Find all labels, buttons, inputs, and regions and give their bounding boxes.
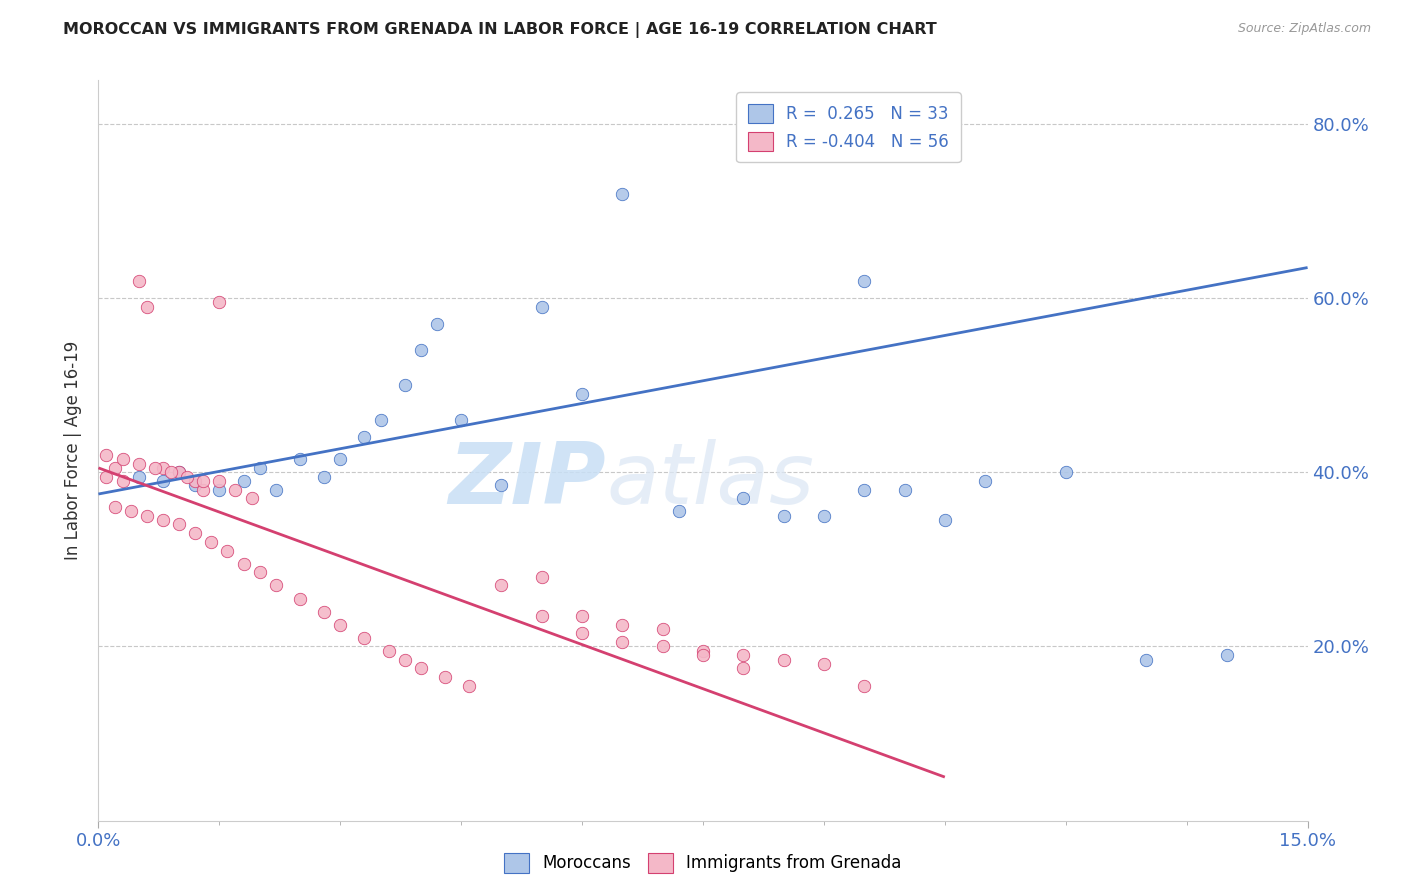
- Point: [409, 343, 432, 358]
- Point: [184, 478, 207, 492]
- Point: [370, 413, 392, 427]
- Point: [314, 469, 336, 483]
- Point: [612, 635, 634, 649]
- Point: [200, 535, 222, 549]
- Text: MOROCCAN VS IMMIGRANTS FROM GRENADA IN LABOR FORCE | AGE 16-19 CORRELATION CHART: MOROCCAN VS IMMIGRANTS FROM GRENADA IN L…: [63, 22, 936, 38]
- Point: [612, 186, 634, 201]
- Point: [377, 644, 399, 658]
- Point: [208, 295, 231, 310]
- Point: [184, 526, 207, 541]
- Point: [450, 413, 472, 427]
- Point: [733, 661, 755, 675]
- Point: [152, 474, 174, 488]
- Point: [288, 452, 311, 467]
- Point: [264, 483, 287, 497]
- Point: [571, 626, 593, 640]
- Point: [135, 508, 157, 523]
- Point: [240, 491, 263, 506]
- Point: [128, 274, 150, 288]
- Point: [167, 465, 190, 479]
- Point: [167, 465, 190, 479]
- Point: [103, 500, 125, 514]
- Point: [1216, 648, 1239, 662]
- Point: [208, 483, 231, 497]
- Point: [96, 469, 118, 483]
- Y-axis label: In Labor Force | Age 16-19: In Labor Force | Age 16-19: [65, 341, 83, 560]
- Text: ZIP: ZIP: [449, 439, 606, 522]
- Point: [893, 483, 915, 497]
- Point: [733, 648, 755, 662]
- Point: [853, 679, 876, 693]
- Point: [692, 648, 714, 662]
- Point: [571, 609, 593, 624]
- Point: [426, 317, 449, 331]
- Point: [160, 465, 183, 479]
- Point: [772, 652, 794, 666]
- Point: [853, 483, 876, 497]
- Point: [853, 274, 876, 288]
- Point: [394, 652, 416, 666]
- Point: [733, 491, 755, 506]
- Point: [353, 631, 375, 645]
- Point: [128, 469, 150, 483]
- Point: [184, 474, 207, 488]
- Point: [491, 578, 513, 592]
- Point: [394, 378, 416, 392]
- Text: atlas: atlas: [606, 439, 814, 522]
- Point: [288, 591, 311, 606]
- Point: [232, 557, 254, 571]
- Point: [120, 504, 142, 518]
- Point: [668, 504, 690, 518]
- Point: [530, 570, 553, 584]
- Point: [651, 640, 673, 654]
- Point: [651, 622, 673, 636]
- Point: [103, 461, 125, 475]
- Point: [612, 617, 634, 632]
- Point: [224, 483, 246, 497]
- Point: [314, 605, 336, 619]
- Point: [329, 452, 352, 467]
- Point: [571, 387, 593, 401]
- Point: [135, 300, 157, 314]
- Point: [249, 566, 271, 580]
- Point: [193, 474, 215, 488]
- Point: [143, 461, 166, 475]
- Point: [111, 452, 134, 467]
- Point: [176, 469, 198, 483]
- Point: [530, 300, 553, 314]
- Point: [152, 513, 174, 527]
- Point: [409, 661, 432, 675]
- Point: [111, 474, 134, 488]
- Point: [264, 578, 287, 592]
- Point: [434, 670, 457, 684]
- Point: [692, 644, 714, 658]
- Point: [208, 474, 231, 488]
- Point: [167, 517, 190, 532]
- Legend: R =  0.265   N = 33, R = -0.404   N = 56: R = 0.265 N = 33, R = -0.404 N = 56: [737, 92, 960, 162]
- Point: [1135, 652, 1157, 666]
- Point: [329, 617, 352, 632]
- Point: [193, 483, 215, 497]
- Point: [491, 478, 513, 492]
- Point: [217, 543, 239, 558]
- Point: [128, 457, 150, 471]
- Point: [934, 513, 956, 527]
- Point: [249, 461, 271, 475]
- Point: [1054, 465, 1077, 479]
- Legend: Moroccans, Immigrants from Grenada: Moroccans, Immigrants from Grenada: [498, 847, 908, 880]
- Point: [152, 461, 174, 475]
- Point: [813, 657, 835, 671]
- Text: Source: ZipAtlas.com: Source: ZipAtlas.com: [1237, 22, 1371, 36]
- Point: [353, 430, 375, 444]
- Point: [813, 508, 835, 523]
- Point: [974, 474, 997, 488]
- Point: [96, 448, 118, 462]
- Point: [458, 679, 481, 693]
- Point: [772, 508, 794, 523]
- Point: [232, 474, 254, 488]
- Point: [530, 609, 553, 624]
